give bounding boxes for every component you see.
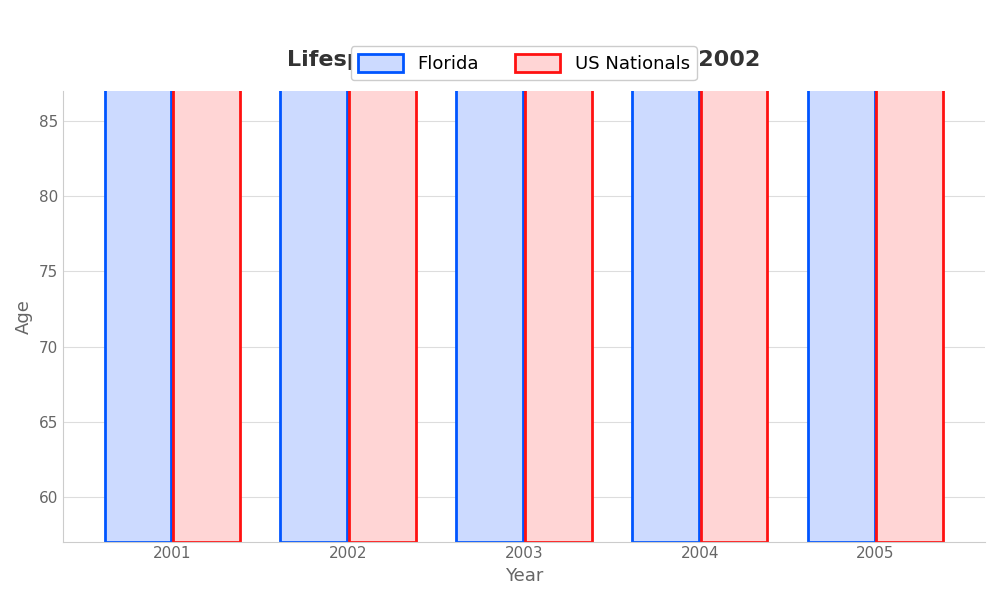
Bar	[876, 0, 943, 542]
Title: Lifespan in Florida from 1976 to 2002: Lifespan in Florida from 1976 to 2002	[287, 50, 761, 70]
Y-axis label: Age: Age	[15, 299, 33, 334]
Bar	[349, 0, 416, 542]
Bar	[525, 0, 592, 542]
Bar	[173, 0, 240, 542]
Legend: Florida, US Nationals: Florida, US Nationals	[351, 46, 697, 80]
Bar	[456, 0, 523, 542]
Bar	[105, 0, 171, 542]
Bar	[280, 0, 347, 542]
Bar	[701, 0, 767, 542]
X-axis label: Year: Year	[505, 567, 543, 585]
Bar	[808, 0, 875, 542]
Bar	[632, 0, 699, 542]
